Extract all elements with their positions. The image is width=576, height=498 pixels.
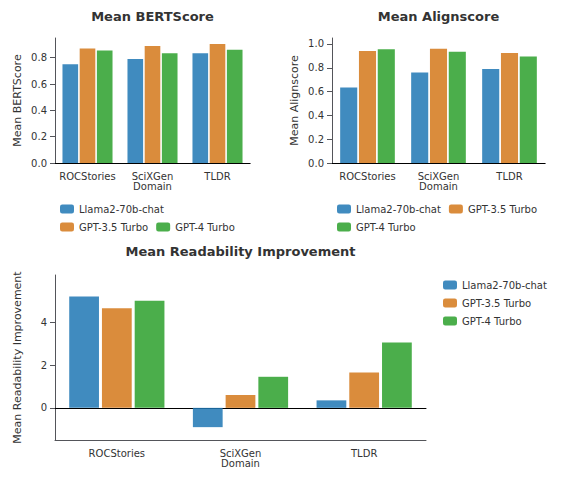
svg-text:Mean Readability Improvement: Mean Readability Improvement: [125, 244, 355, 259]
svg-text:Domain: Domain: [133, 181, 172, 192]
svg-text:0: 0: [41, 402, 47, 413]
svg-text:0.2: 0.2: [31, 131, 47, 142]
svg-text:Mean BERTScore: Mean BERTScore: [11, 54, 24, 147]
svg-text:Domain: Domain: [419, 181, 458, 192]
svg-text:0.2: 0.2: [308, 134, 324, 145]
svg-text:GPT-3.5 Turbo: GPT-3.5 Turbo: [462, 298, 531, 309]
svg-text:GPT-4 Turbo: GPT-4 Turbo: [462, 316, 522, 327]
svg-text:Llama2-70b-chat: Llama2-70b-chat: [462, 280, 547, 291]
svg-text:Mean BERTScore: Mean BERTScore: [91, 9, 214, 24]
svg-text:GPT-4 Turbo: GPT-4 Turbo: [175, 222, 235, 233]
svg-text:0.0: 0.0: [308, 158, 324, 169]
svg-text:SciXGen: SciXGen: [417, 170, 460, 182]
svg-text:SciXGen: SciXGen: [131, 170, 174, 182]
svg-text:1.0: 1.0: [308, 38, 324, 49]
svg-text:2: 2: [41, 360, 47, 371]
svg-text:TLDR: TLDR: [203, 171, 230, 182]
svg-text:Mean Readability Improvement: Mean Readability Improvement: [11, 271, 24, 444]
svg-text:ROCStories: ROCStories: [59, 171, 115, 182]
svg-text:0.4: 0.4: [308, 110, 324, 121]
svg-text:ROCStories: ROCStories: [339, 171, 395, 182]
svg-text:GPT-3.5 Turbo: GPT-3.5 Turbo: [79, 222, 148, 233]
svg-text:0.8: 0.8: [308, 62, 324, 73]
svg-text:0.6: 0.6: [31, 79, 47, 90]
svg-text:0.0: 0.0: [31, 158, 47, 169]
svg-text:Mean Alignscore: Mean Alignscore: [378, 9, 500, 24]
svg-text:SciXGen: SciXGen: [219, 447, 262, 459]
svg-text:4: 4: [41, 317, 47, 328]
svg-text:0.4: 0.4: [31, 105, 47, 116]
svg-text:TLDR: TLDR: [495, 171, 522, 182]
svg-text:GPT-3.5 Turbo: GPT-3.5 Turbo: [468, 204, 537, 215]
svg-text:ROCStories: ROCStories: [89, 448, 145, 459]
svg-text:TLDR: TLDR: [350, 448, 377, 459]
svg-text:0.6: 0.6: [308, 86, 324, 97]
svg-text:Mean Alignscore: Mean Alignscore: [288, 55, 301, 146]
svg-text:Llama2-70b-chat: Llama2-70b-chat: [79, 204, 164, 215]
svg-text:0.8: 0.8: [31, 52, 47, 63]
svg-text:Llama2-70b-chat: Llama2-70b-chat: [356, 204, 441, 215]
svg-text:Domain: Domain: [221, 458, 260, 469]
svg-text:GPT-4 Turbo: GPT-4 Turbo: [356, 222, 416, 233]
